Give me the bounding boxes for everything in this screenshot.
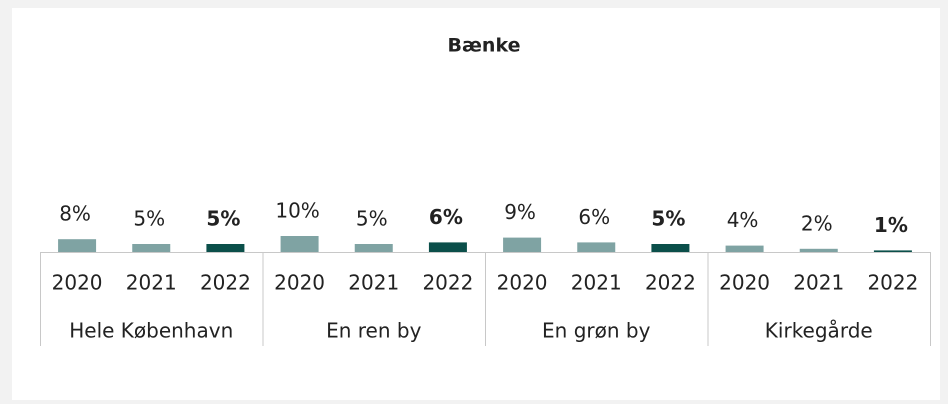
value-label: 4% [727, 208, 759, 232]
x-tick-label: 2021 [126, 271, 177, 295]
bar [873, 250, 912, 252]
bar [651, 244, 690, 252]
x-tick-label: 2020 [497, 271, 548, 295]
bar [132, 244, 171, 252]
x-tick-label: 2021 [571, 271, 622, 295]
value-label: 2% [801, 211, 833, 235]
bar [354, 244, 393, 252]
bar [725, 245, 764, 252]
value-label: 5% [356, 207, 388, 231]
bar [280, 236, 319, 252]
bar [503, 237, 542, 252]
group-label: Hele København [69, 319, 233, 343]
x-tick-label: 2022 [422, 271, 473, 295]
x-tick-label: 2020 [274, 271, 325, 295]
bar [799, 248, 838, 252]
value-label: 10% [275, 199, 319, 223]
x-tick-label: 2020 [719, 271, 770, 295]
value-label: 8% [59, 202, 91, 226]
value-label: 1% [874, 213, 908, 237]
value-label: 6% [578, 205, 610, 229]
bar [206, 244, 245, 252]
value-label: 5% [206, 207, 240, 231]
value-label: 6% [429, 205, 463, 229]
group-label: Kirkegårde [765, 319, 873, 343]
group-label: En ren by [326, 319, 421, 343]
x-tick-label: 2022 [867, 271, 918, 295]
bar [577, 242, 616, 252]
x-tick-label: 2021 [348, 271, 399, 295]
x-tick-label: 2020 [52, 271, 103, 295]
x-tick-label: 2022 [645, 271, 696, 295]
x-tick-label: 2022 [200, 271, 251, 295]
value-label: 5% [651, 207, 685, 231]
x-tick-label: 2021 [793, 271, 844, 295]
panel [12, 8, 940, 400]
bar [428, 242, 467, 252]
value-label: 9% [504, 200, 536, 224]
value-label: 5% [133, 207, 165, 231]
bar [58, 239, 97, 252]
chart-title: Bænke [448, 35, 521, 57]
group-label: En grøn by [542, 319, 651, 343]
